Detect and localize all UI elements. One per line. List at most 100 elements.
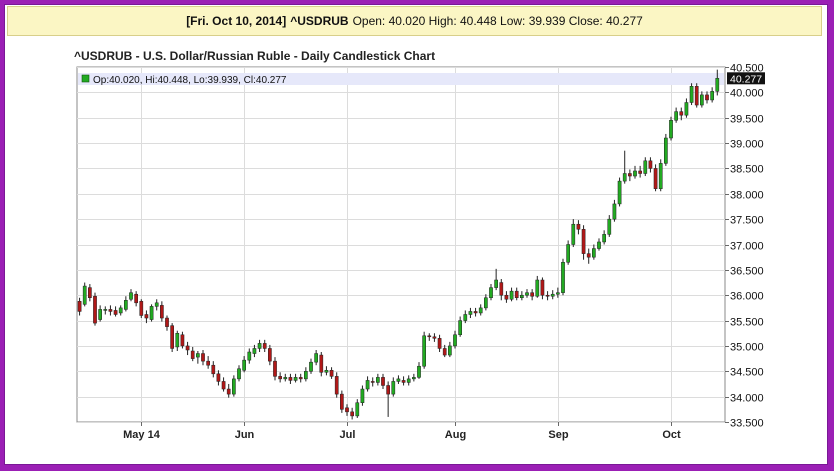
candle-body (700, 94, 704, 106)
candle-body (602, 234, 606, 243)
y-tick-label: 38.000 (730, 190, 764, 202)
candle-body (144, 314, 149, 319)
candle-body (478, 307, 483, 314)
candle-body (386, 385, 390, 395)
candle-body (550, 293, 555, 297)
candle-body (124, 300, 128, 310)
candle-body (288, 377, 293, 381)
candle-body (206, 360, 210, 366)
candle-body (247, 351, 252, 361)
candle-body (278, 376, 282, 380)
candle-body (473, 311, 478, 314)
candle-body (664, 137, 668, 164)
candle-body (520, 294, 524, 299)
y-tick-label: 36.500 (730, 266, 764, 278)
candle-body (617, 180, 622, 205)
candle-body (129, 292, 133, 300)
candle-body (180, 334, 185, 347)
candle-body (340, 393, 344, 410)
candle-body (463, 314, 468, 321)
candle-body (566, 244, 570, 263)
candle-body (453, 334, 457, 347)
y-tick-label: 35.500 (730, 317, 764, 329)
candle-body (530, 292, 534, 297)
candle-body (607, 218, 612, 235)
y-tick-label: 39.500 (730, 114, 764, 126)
y-tick-label: 38.500 (730, 164, 764, 176)
x-tick-label: Jun (235, 429, 255, 441)
candle-body (628, 173, 632, 177)
candle-body (381, 377, 385, 386)
candle-body (422, 335, 426, 367)
legend-swatch (81, 74, 90, 83)
candle-body (221, 381, 226, 390)
candle-body (216, 373, 221, 382)
candle-body (103, 309, 108, 311)
candle-body (597, 241, 601, 249)
quote-summary-bar: [Fri. Oct 10, 2014] ^USDRUB Open: 40.020… (7, 6, 822, 36)
candle-body (638, 170, 642, 174)
candle-body (442, 348, 447, 356)
candle-body (535, 279, 540, 297)
candle-body (298, 377, 303, 380)
candle-body (504, 294, 509, 300)
candle-body (196, 353, 200, 358)
candle-body (489, 287, 493, 299)
quote-ohlc: Open: 40.020 High: 40.448 Low: 39.939 Cl… (352, 14, 643, 28)
candle-body (324, 370, 329, 373)
y-tick-label: 40.000 (730, 88, 764, 100)
candle-body (417, 365, 421, 378)
candle-body (458, 320, 462, 336)
candle-body (679, 111, 684, 116)
candle-body (268, 348, 272, 362)
candle-body (232, 378, 236, 395)
x-tick-label: Oct (662, 429, 681, 441)
y-tick-label: 34.500 (730, 367, 764, 379)
candle-body (262, 343, 267, 349)
candle-body (540, 279, 545, 296)
candle-body (226, 388, 231, 395)
candle-body (93, 295, 97, 324)
chart-title: ^USDRUB - U.S. Dollar/Russian Ruble - Da… (74, 49, 436, 63)
candle-body (360, 388, 365, 403)
candle-body (571, 223, 576, 245)
candle-body (350, 411, 354, 417)
candle-body (648, 160, 653, 169)
candle-body (592, 248, 596, 258)
candle-body (622, 173, 627, 182)
candle-body (406, 378, 411, 383)
candle-body (273, 360, 277, 377)
candle-body (365, 380, 370, 390)
legend-band (78, 73, 724, 85)
candle-body (88, 287, 92, 299)
candle-body (165, 317, 169, 327)
candle-body (561, 262, 565, 293)
candle-body (77, 301, 82, 312)
candle-body (432, 336, 437, 339)
candle-body (545, 294, 550, 297)
candle-body (190, 350, 195, 359)
candle-body (283, 377, 288, 380)
candle-body (633, 170, 637, 177)
candle-body (556, 292, 560, 295)
candle-body (710, 91, 714, 101)
y-tick-label: 35.000 (730, 342, 764, 354)
candle-body (468, 311, 473, 315)
quote-date: [Fri. Oct 10, 2014] (186, 14, 287, 28)
candle-body (237, 368, 241, 380)
y-tick-label: 37.000 (730, 241, 764, 253)
candle-body (499, 282, 504, 296)
candle-body (334, 376, 339, 395)
candle-body (329, 370, 334, 377)
y-tick-label: 36.000 (730, 291, 764, 303)
plot-area (76, 66, 726, 423)
y-tick-label: 40.500 (730, 63, 764, 75)
candle-body (525, 292, 529, 296)
x-tick-label: Jul (340, 429, 356, 441)
candle-body (509, 290, 514, 300)
candle-body (304, 371, 308, 380)
candle-body (684, 102, 689, 116)
axis-layer: 33.500 34.000 34.500 35.000 35.500 36.000 36.5… (123, 63, 765, 441)
candle-body (715, 78, 720, 92)
last-price-box (727, 72, 765, 85)
